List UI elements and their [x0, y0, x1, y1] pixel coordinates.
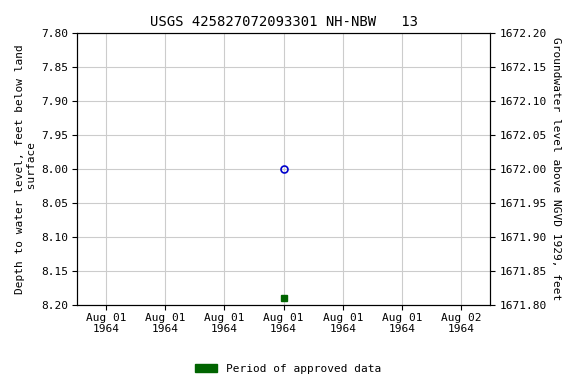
Y-axis label: Depth to water level, feet below land
 surface: Depth to water level, feet below land su…: [15, 44, 37, 294]
Title: USGS 425827072093301 NH-NBW   13: USGS 425827072093301 NH-NBW 13: [150, 15, 418, 29]
Legend: Period of approved data: Period of approved data: [191, 359, 385, 379]
Y-axis label: Groundwater level above NGVD 1929, feet: Groundwater level above NGVD 1929, feet: [551, 38, 561, 301]
